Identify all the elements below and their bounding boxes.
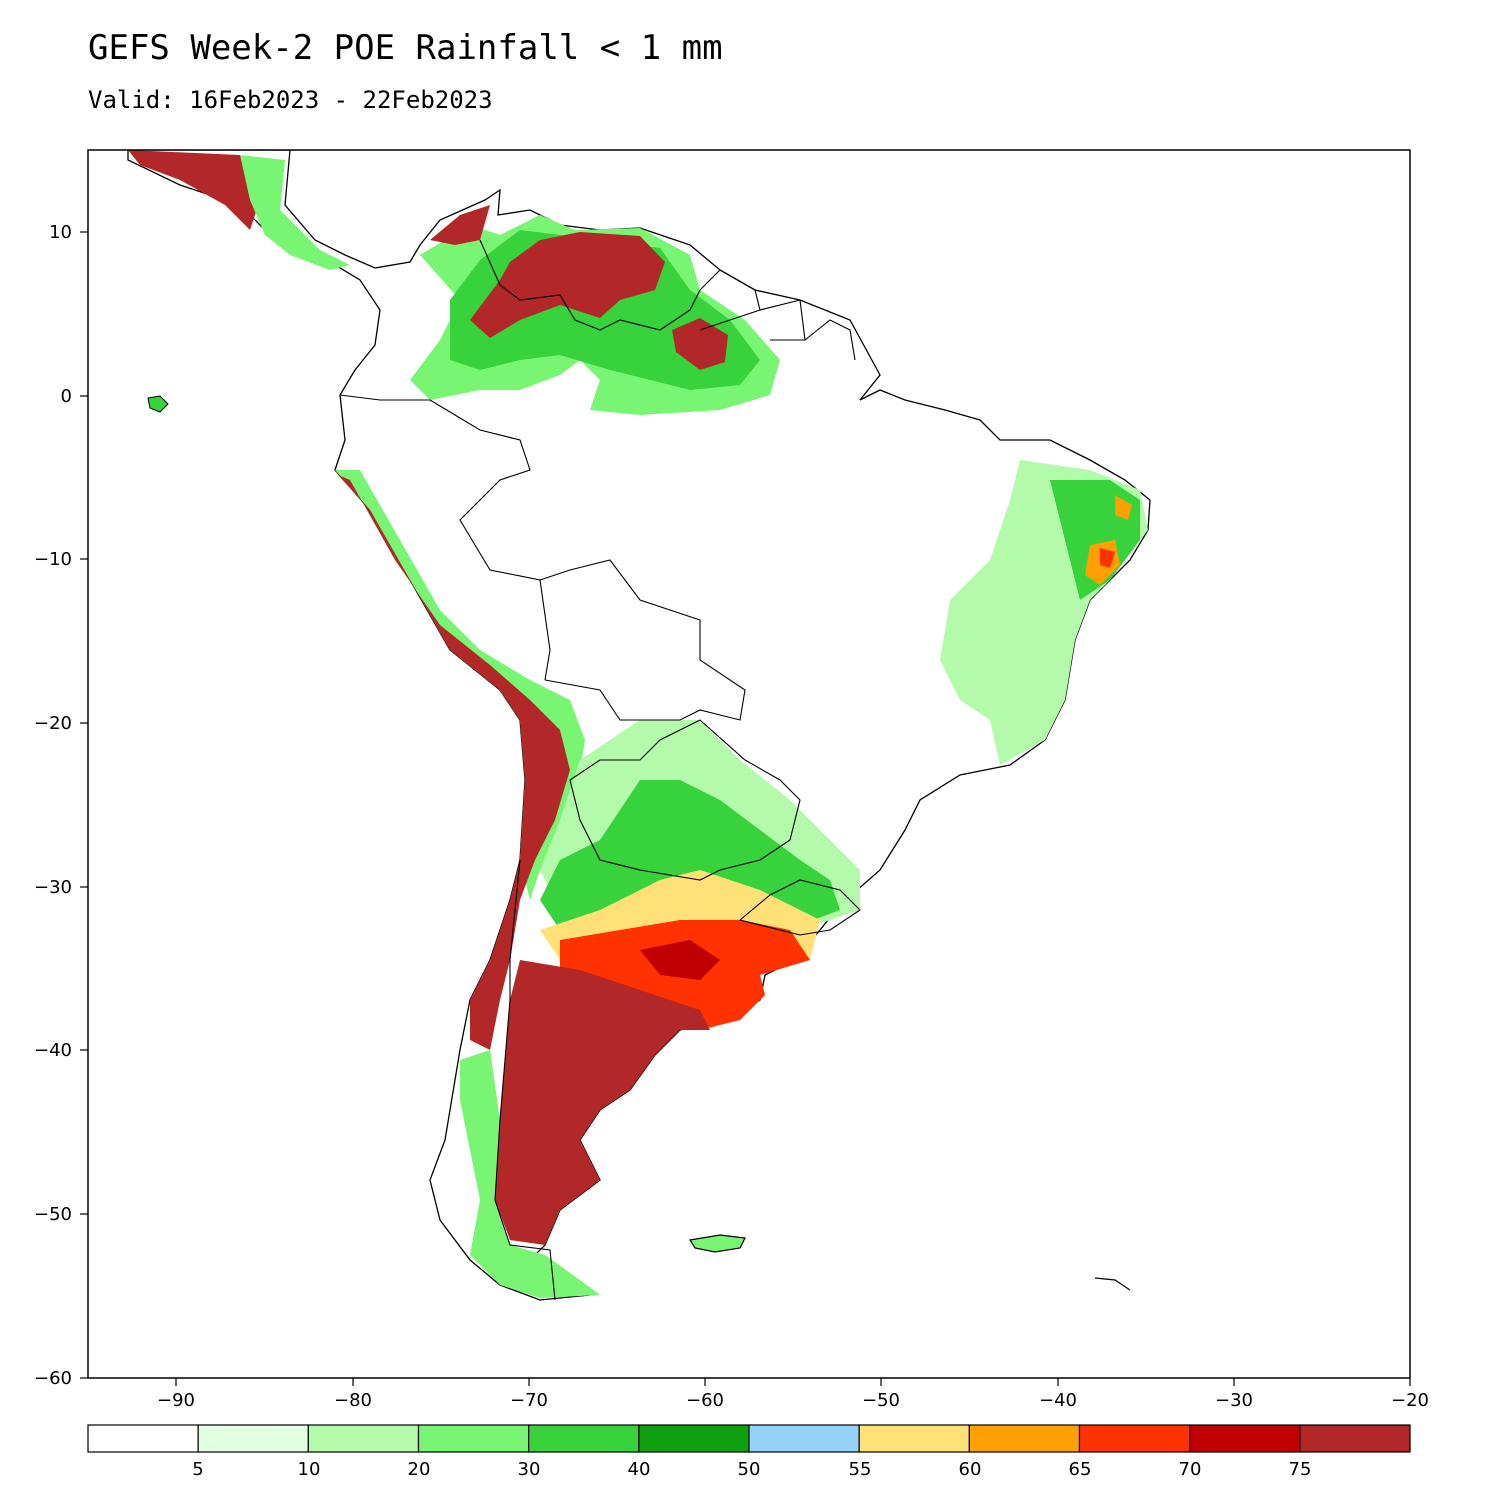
shade-ne-brazil-red bbox=[1100, 548, 1115, 568]
figure-subtitle: Valid: 16Feb2023 - 22Feb2023 bbox=[88, 86, 493, 114]
shade-patagonia-darkred bbox=[495, 960, 710, 1245]
colorbar-swatch bbox=[638, 1424, 750, 1453]
colorbar-label: 30 bbox=[518, 1459, 541, 1480]
colorbar-swatch bbox=[307, 1424, 420, 1453]
colorbar-swatch bbox=[858, 1424, 970, 1453]
shade-westcoast-green bbox=[335, 470, 585, 900]
lon-tick-label: −20 bbox=[1391, 1390, 1429, 1411]
lon-tick-label: −60 bbox=[686, 1390, 724, 1411]
colorbar-label: 20 bbox=[408, 1459, 431, 1480]
lon-tick-label: −50 bbox=[862, 1390, 900, 1411]
lat-tick-label: 10 bbox=[49, 222, 72, 243]
figure-title: GEFS Week-2 POE Rainfall < 1 mm bbox=[88, 28, 723, 68]
colorbar-swatch bbox=[748, 1424, 860, 1453]
lat-tick-label: −50 bbox=[34, 1204, 72, 1225]
lon-tick-label: −90 bbox=[157, 1390, 195, 1411]
colorbar-label: 60 bbox=[959, 1459, 982, 1480]
land-south-georgia bbox=[1094, 1277, 1131, 1291]
colorbar-swatch bbox=[1078, 1424, 1191, 1453]
colorbar-label: 40 bbox=[628, 1459, 651, 1480]
lon-tick-label: −40 bbox=[1039, 1390, 1077, 1411]
land-falklands bbox=[689, 1234, 746, 1253]
colorbar-swatch bbox=[528, 1424, 640, 1453]
colorbar-label: 5 bbox=[192, 1459, 203, 1480]
colorbar-swatches bbox=[87, 1424, 1411, 1453]
colorbar-label: 55 bbox=[849, 1459, 872, 1480]
lon-tick-label: −30 bbox=[1215, 1390, 1253, 1411]
lat-tick-label: 0 bbox=[61, 386, 72, 407]
shade-central-america-red bbox=[128, 150, 260, 230]
lat-tick-label: −20 bbox=[34, 713, 72, 734]
shade-central-america-green bbox=[240, 155, 350, 270]
colorbar-label: 75 bbox=[1289, 1459, 1312, 1480]
lat-tick-label: −30 bbox=[34, 877, 72, 898]
colorbar-label: 65 bbox=[1069, 1459, 1092, 1480]
colorbar-swatch bbox=[417, 1424, 530, 1453]
colorbar-swatch bbox=[1299, 1424, 1411, 1453]
colorbar: 5 10 20 30 40 50 55 60 65 70 75 bbox=[87, 1424, 1411, 1480]
lon-tick-label: −80 bbox=[334, 1390, 372, 1411]
colorbar-swatch bbox=[87, 1424, 199, 1453]
colorbar-label: 50 bbox=[738, 1459, 761, 1480]
lat-axis bbox=[80, 231, 88, 1379]
shade-argentina-crimson bbox=[640, 940, 720, 980]
lat-tick-label: −60 bbox=[34, 1368, 72, 1389]
colorbar-swatch bbox=[968, 1424, 1081, 1453]
map-frame bbox=[87, 149, 1411, 1379]
shade-north-darkred bbox=[470, 232, 665, 338]
shade-guyana-red bbox=[672, 318, 728, 370]
lon-tick-label: −70 bbox=[510, 1390, 548, 1411]
colorbar-swatch bbox=[1189, 1424, 1301, 1453]
shade-chile-darkred bbox=[338, 475, 570, 1050]
land-galapagos bbox=[147, 395, 169, 413]
colorbar-label: 70 bbox=[1179, 1459, 1202, 1480]
map-layers bbox=[127, 150, 1151, 1301]
colorbar-swatch bbox=[197, 1424, 309, 1453]
shade-colombia-top-red bbox=[430, 205, 490, 245]
shade-ne-brazil-cape bbox=[1115, 495, 1132, 520]
lat-tick-label: −40 bbox=[34, 1040, 72, 1061]
lat-tick-label: −10 bbox=[34, 549, 72, 570]
lon-axis bbox=[175, 1378, 1411, 1386]
country-borders bbox=[339, 239, 861, 1301]
colorbar-label: 10 bbox=[298, 1459, 321, 1480]
shade-southchile-green bbox=[460, 1050, 600, 1298]
